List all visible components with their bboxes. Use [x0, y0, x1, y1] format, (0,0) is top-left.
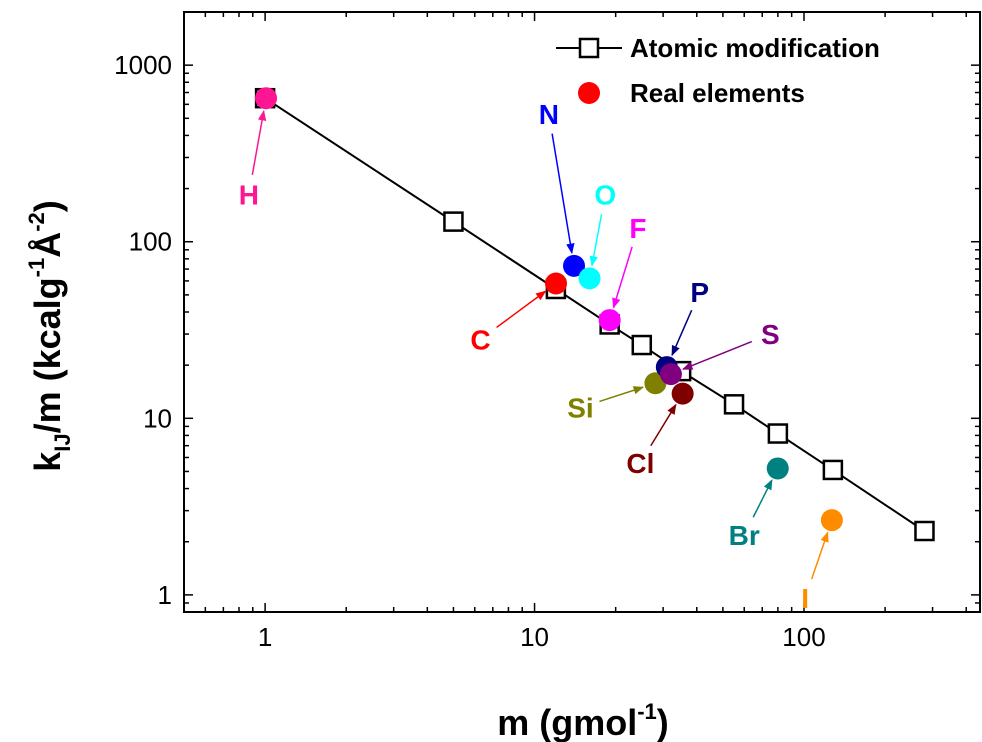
tick-labels: 1 10 100 1 10 100 1000	[114, 50, 826, 652]
real-element-point-f	[598, 309, 621, 332]
legend-label-atomic-modification: Atomic modification	[630, 33, 880, 63]
real-element-point-i	[820, 509, 843, 532]
atomic-modification-point	[822, 459, 844, 481]
real-element-point-cl	[671, 382, 694, 405]
y-tick-label: 100	[129, 227, 172, 257]
annotation-arrows	[251, 109, 829, 580]
atomic-modification-point	[914, 520, 935, 542]
element-label-h: H	[239, 180, 259, 211]
series-real-elements	[255, 87, 843, 532]
arrow-c	[496, 290, 547, 329]
real-element-point-c	[544, 272, 567, 295]
atomic-modification-point	[767, 423, 789, 444]
atomic-modification-point	[631, 334, 653, 356]
arrow-br	[752, 479, 773, 518]
series-atomic-modification	[254, 87, 935, 542]
arrow-i	[810, 531, 829, 580]
element-label-i: I	[801, 583, 809, 614]
y-tick-label: 1000	[114, 50, 172, 80]
arrow-s	[682, 340, 753, 370]
legend: Atomic modification Real elements	[556, 33, 880, 108]
arrow-cl	[650, 403, 677, 447]
element-label-f: F	[629, 213, 646, 244]
x-tick-label: 100	[782, 622, 825, 652]
plot-frame	[183, 11, 981, 613]
plot-border	[183, 11, 981, 613]
element-label-si: Si	[567, 393, 593, 424]
arrow-n	[551, 133, 575, 255]
element-label-p: P	[690, 277, 709, 308]
x-tick-label: 10	[520, 622, 549, 652]
arrow-o	[589, 214, 603, 267]
x-axis-title: m (gmol-1)	[497, 699, 669, 742]
legend-marker-atomic-modification	[578, 37, 600, 59]
axis-ticks	[183, 11, 980, 613]
real-element-point-n	[563, 254, 586, 277]
element-label-br: Br	[729, 520, 760, 551]
real-element-point-br	[766, 457, 789, 480]
element-label-cl: Cl	[626, 448, 654, 479]
y-tick-label: 1	[158, 580, 172, 610]
real-element-point-o	[578, 267, 601, 290]
element-label-o: O	[594, 180, 616, 211]
element-label-s: S	[761, 319, 780, 350]
x-tick-label: 1	[258, 622, 272, 652]
y-tick-label: 10	[143, 403, 172, 433]
legend-marker-real-elements	[578, 82, 600, 104]
element-labels: H C N OF P S Si Cl Br I	[239, 99, 809, 614]
real-element-point-h	[255, 87, 278, 110]
atomic-modification-point	[443, 211, 464, 232]
y-axis-title: kIJ/m (kcalg-1Å-2)	[24, 200, 75, 472]
arrow-si	[599, 386, 645, 403]
atomic-modification-point	[723, 394, 745, 415]
element-label-c: C	[470, 324, 490, 355]
legend-label-real-elements: Real elements	[630, 78, 805, 108]
arrow-p	[671, 309, 693, 357]
arrow-h	[251, 109, 267, 176]
element-label-n: N	[539, 99, 559, 130]
real-element-point-s	[659, 363, 682, 386]
arrow-f	[612, 246, 633, 309]
